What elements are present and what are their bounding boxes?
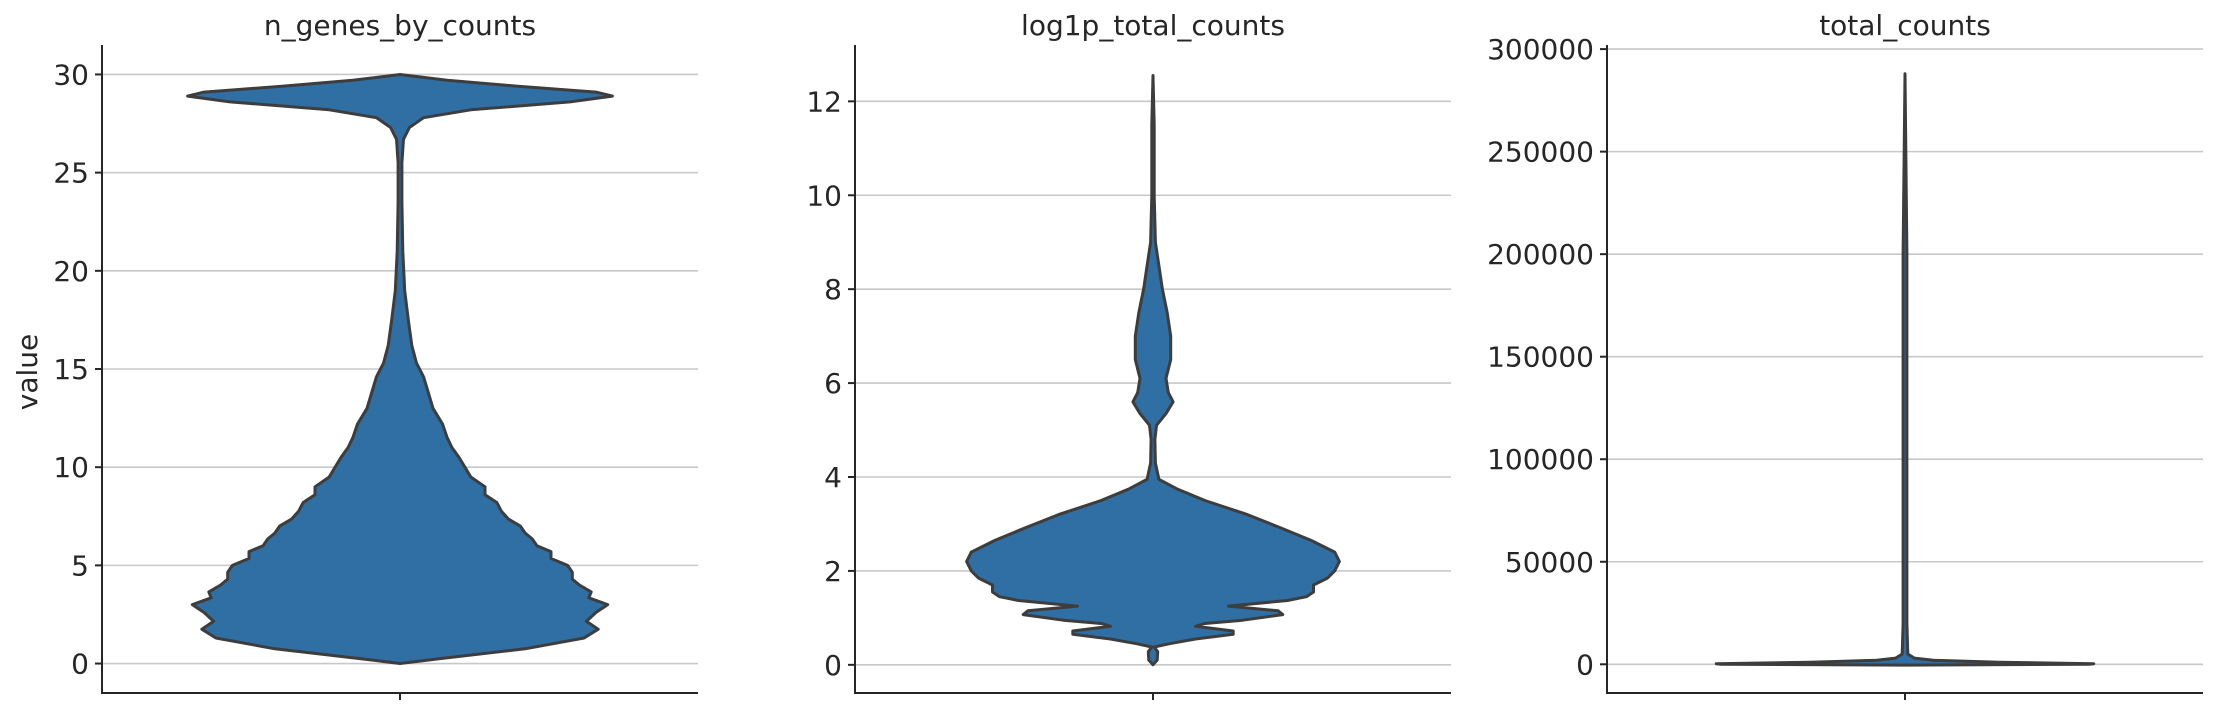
violin-body — [1714, 72, 2096, 667]
y-tick-label: 10 — [53, 451, 89, 484]
y-tick-label: 6 — [824, 367, 842, 400]
y-tick-label: 4 — [824, 461, 842, 494]
y-axis-label: value — [11, 334, 44, 410]
y-tick-label: 150000 — [1487, 341, 1594, 374]
axis-spine — [1606, 45, 2203, 694]
violin-body — [965, 74, 1341, 667]
chart-title: total_counts — [1819, 9, 1991, 42]
y-tick-label: 0 — [824, 649, 842, 682]
violin-panels: 0 5 10 15 20 25 30 n_genes_by_counts 0 2 4 6 8 10 12 lo… — [53, 9, 2203, 700]
chart-title: log1p_total_counts — [1021, 9, 1285, 42]
y-tick-label: 0 — [1576, 648, 1594, 681]
axis-spine — [101, 45, 698, 694]
violin-panel: 0 2 4 6 8 10 12 log1p_total_counts — [806, 9, 1451, 700]
y-tick-label: 15 — [53, 353, 89, 386]
y-tick-label: 50000 — [1505, 546, 1594, 579]
y-tick-label: 100000 — [1487, 443, 1594, 476]
y-tick-label: 2 — [824, 555, 842, 588]
y-tick-label: 10 — [806, 179, 842, 212]
axis-spine — [854, 45, 1451, 694]
violin-panel: 0 50000 100000 150000 200000 250000 300000 tota… — [1487, 9, 2203, 700]
y-tick-label: 0 — [71, 648, 89, 681]
y-tick-label: 20 — [53, 255, 89, 288]
y-tick-label: 200000 — [1487, 238, 1594, 271]
y-tick-label: 250000 — [1487, 136, 1594, 169]
violin-body — [186, 73, 614, 665]
y-tick-label: 12 — [806, 85, 842, 118]
y-tick-label: 30 — [53, 58, 89, 91]
y-tick-label: 8 — [824, 273, 842, 306]
y-tick-label: 5 — [71, 549, 89, 582]
y-tick-label: 300000 — [1487, 33, 1594, 66]
y-tick-label: 25 — [53, 157, 89, 190]
violin-panel: 0 5 10 15 20 25 30 n_genes_by_counts — [53, 9, 698, 700]
chart-title: n_genes_by_counts — [264, 9, 536, 42]
